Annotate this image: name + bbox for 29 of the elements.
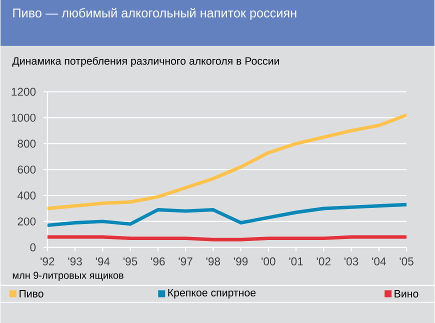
chart-title: Пиво — любимый алкогольный напиток россиян — [13, 8, 296, 20]
x-tick-label: '92 — [40, 257, 54, 266]
x-tick-label: '03 — [344, 257, 358, 266]
y-tick-label: 600 — [18, 165, 36, 174]
y-tick-label: 200 — [18, 217, 36, 226]
y-tick-label: 0 — [30, 243, 36, 252]
chart-subtitle: Динамика потребления различного алкоголя в России — [12, 56, 280, 67]
x-tick-label: '95 — [124, 257, 138, 266]
y-tick-label: 1200 — [12, 88, 36, 96]
x-tick-label: '94 — [96, 257, 110, 266]
x-tick-label: '96 — [151, 257, 165, 266]
x-tick-label: '00 — [262, 257, 276, 266]
y-tick-label: 1000 — [12, 114, 36, 122]
legend-label: Пиво — [20, 290, 44, 298]
y-tick-label: 800 — [18, 140, 36, 148]
x-tick-label: '02 — [316, 257, 330, 266]
x-tick-label: '93 — [68, 257, 82, 266]
x-tick-label: '98 — [206, 257, 220, 266]
legend-label: Крепкое спиртное — [168, 288, 256, 298]
y-tick-label: 400 — [17, 191, 36, 200]
line-series — [47, 113, 407, 210]
x-tick-label: '97 — [178, 257, 192, 266]
legend-label: Вино — [394, 290, 418, 298]
x-tick-label: '01 — [289, 257, 303, 266]
x-tick-label: '05 — [400, 257, 414, 266]
x-tick-label: '99 — [234, 257, 248, 266]
line-series — [47, 202, 407, 227]
x-tick-label: '04 — [372, 257, 386, 266]
text: млн 9-литровых ящиков — [12, 272, 124, 281]
